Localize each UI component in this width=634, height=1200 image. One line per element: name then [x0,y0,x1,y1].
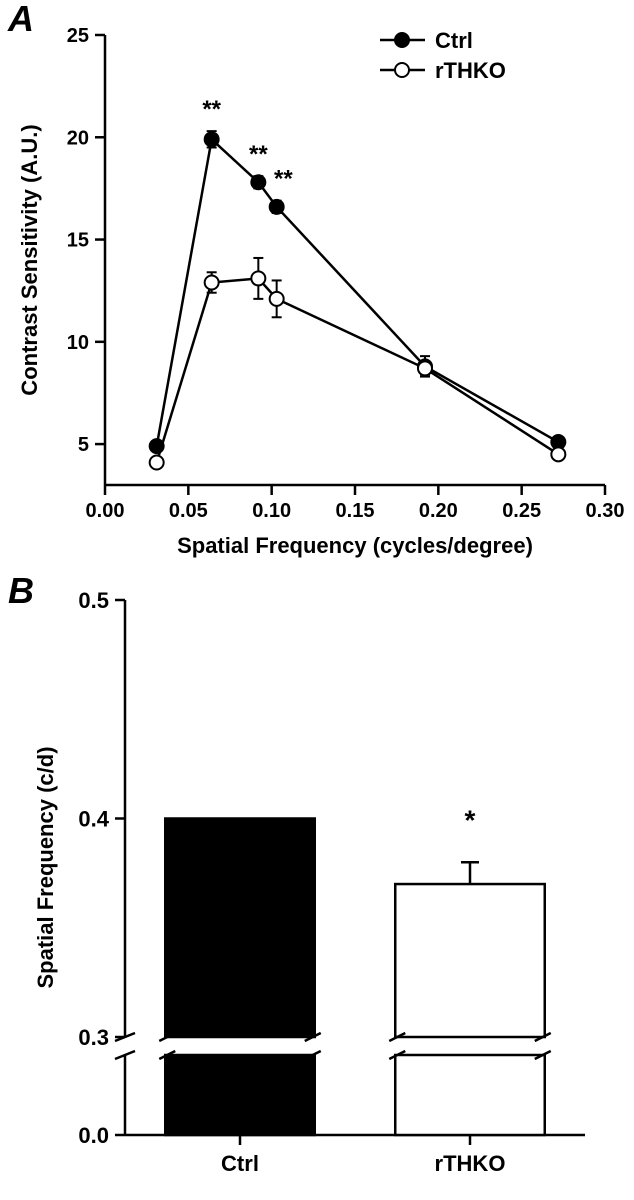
figure-container: A 5101520250.000.050.100.150.200.250.30S… [0,0,634,1199]
svg-text:rTHKO: rTHKO [435,58,506,83]
svg-text:0.0: 0.0 [78,1123,109,1148]
svg-text:10: 10 [67,332,89,354]
svg-text:0.00: 0.00 [86,500,125,522]
svg-text:Spatial Frequency (cycles/degr: Spatial Frequency (cycles/degree) [177,533,533,558]
svg-text:0.3: 0.3 [78,1025,109,1050]
svg-text:0.25: 0.25 [502,500,541,522]
svg-text:0.5: 0.5 [78,588,109,613]
svg-text:5: 5 [78,434,89,456]
svg-text:**: ** [202,96,221,123]
svg-text:0.30: 0.30 [586,500,624,522]
svg-text:0.4: 0.4 [78,807,109,832]
svg-text:*: * [465,804,476,835]
svg-text:**: ** [274,165,293,192]
svg-text:rTHKO: rTHKO [435,1151,506,1176]
svg-text:20: 20 [67,127,89,149]
svg-text:15: 15 [67,230,89,252]
svg-text:25: 25 [67,25,89,47]
svg-text:0.05: 0.05 [169,500,208,522]
svg-text:Ctrl: Ctrl [435,28,473,53]
svg-text:0.15: 0.15 [336,500,375,522]
svg-text:0.10: 0.10 [252,500,291,522]
svg-text:0.20: 0.20 [419,500,458,522]
svg-text:Spatial Frequency (c/d): Spatial Frequency (c/d) [33,746,58,988]
panel-b-chart: 0.0 0.3 0.4 0.5 Spatial Frequency (c/d) Ctrl r… [10,580,624,1200]
svg-text:Ctrl: Ctrl [221,1151,259,1176]
panel-a-chart: 5 10 15 20 25 0.00 0.05 0.10 0.15 0.20 0.25 0.30 Spa… [10,10,624,585]
svg-text:Contrast Sensitivity (A.U.): Contrast Sensitivity (A.U.) [17,124,42,395]
svg-text:**: ** [249,141,268,168]
